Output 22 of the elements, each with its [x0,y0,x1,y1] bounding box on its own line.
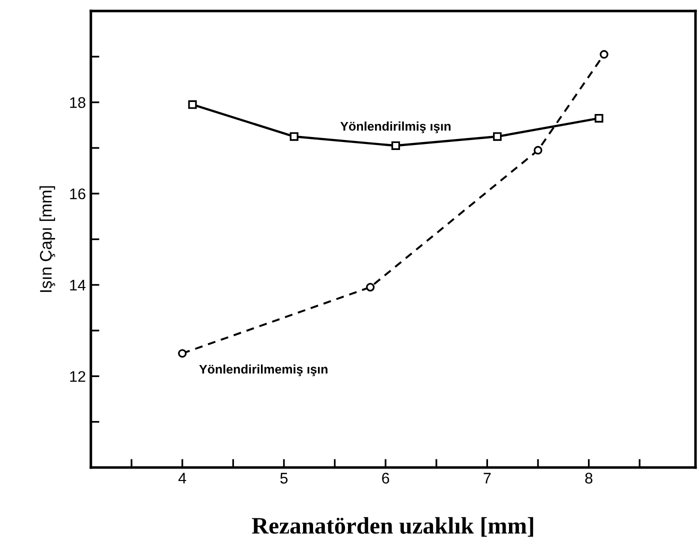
x-tick-label: 8 [585,472,592,484]
y-tick-label: 18 [70,97,86,108]
point [391,141,400,150]
point [188,100,197,109]
point [366,282,375,292]
point [594,114,604,123]
y-axis-title: Işın Çapı [mm] [40,186,56,292]
point [493,132,502,141]
y-tick-label: 14 [70,280,86,290]
y-tick-label: 16 [70,188,86,200]
x-tick-label: 4 [178,472,186,484]
y-tick-label: 12 [70,371,86,382]
series-label: Yönlendirilmemiş ışın [199,364,328,376]
point [178,349,187,358]
series-label: Yönlendirilmiş ışın [340,122,451,134]
point [534,146,542,155]
x-tick-label: 6 [382,472,390,484]
x-tick-label: 7 [484,472,491,484]
x-tick-label: 5 [280,472,288,484]
point [290,132,298,141]
point [600,50,608,59]
x-axis-title: Rezanatörden uzaklık [mm] [252,517,534,537]
